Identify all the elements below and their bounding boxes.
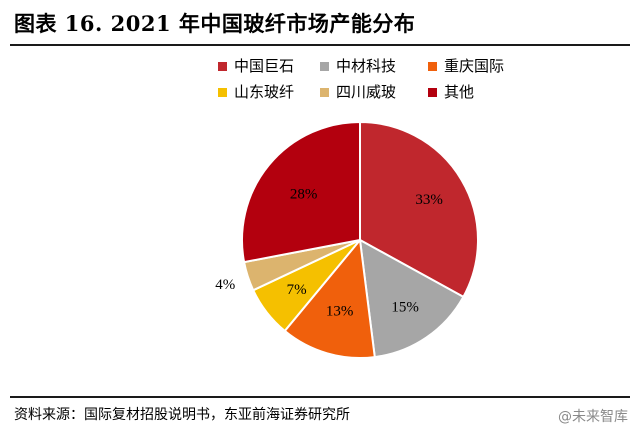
watermark: @未来智库 [558,409,628,425]
legend-label-5: 四川威玻 [336,83,396,101]
pie-slice-2 [358,238,465,359]
legend-swatch-2 [320,62,329,71]
slice-label-1: 33% [415,192,443,208]
slice-label-5: 4% [215,277,235,293]
legend-label-2: 中材科技 [336,57,396,75]
title-divider [10,44,630,46]
legend-swatch-4 [218,88,227,97]
slice-label-3: 13% [326,303,354,319]
pie-slices [241,120,479,359]
legend-label-6: 其他 [444,83,474,101]
slice-label-2: 15% [391,299,419,315]
source-note: 资料来源：国际复材招股说明书，东亚前海证券研究所 [14,407,350,423]
footer-divider [10,396,630,398]
legend-swatch-1 [218,62,227,71]
slice-label-6: 28% [290,186,318,202]
legend-label-1: 中国巨石 [234,57,294,75]
legend-swatch-5 [320,88,329,97]
legend-swatch-6 [428,88,437,97]
legend-swatch-3 [428,62,437,71]
pie-labels: 33% 15% 13% 7% 4% 28% [215,186,443,319]
legend-label-4: 山东玻纤 [234,83,294,101]
legend-label-3: 重庆国际 [444,57,504,75]
pie-slice-1 [359,120,479,299]
pie-slice-6 [241,120,361,264]
chart-title: 图表 16. 2021 年中国玻纤市场产能分布 [14,11,416,36]
pie-slice-3 [283,237,376,359]
slice-label-4: 7% [287,282,307,298]
